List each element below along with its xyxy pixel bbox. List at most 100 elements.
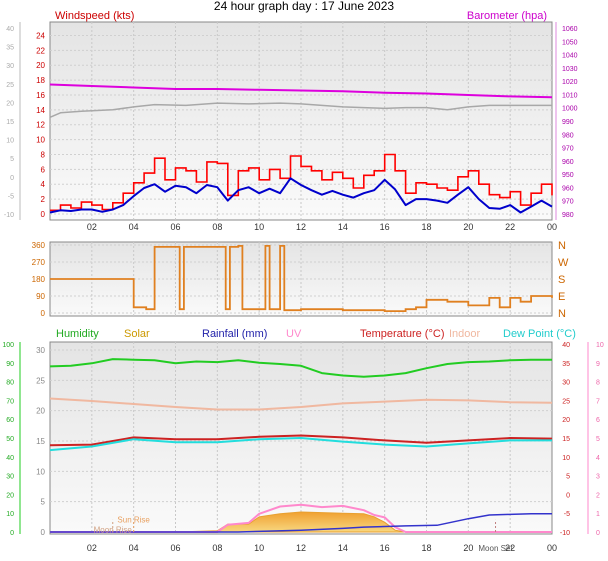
series-baro — [49, 83, 553, 99]
wind-alt-tick: 10 — [6, 138, 14, 145]
baro-y-tick: 970 — [562, 146, 574, 153]
wind-alt-tick: 30 — [6, 63, 14, 70]
uv-y-tick: 7 — [596, 398, 600, 405]
wind-axis-label: Windspeed (kts) — [55, 10, 134, 22]
dir-compass-tick: N — [558, 308, 566, 320]
series-dir — [50, 245, 553, 312]
uv-y-tick: 1 — [596, 511, 600, 518]
humidity-y-tick: 100 — [2, 342, 14, 349]
humidity-y-tick: 80 — [6, 380, 14, 387]
series-solar — [50, 511, 552, 533]
uv-y-tick: 5 — [596, 436, 600, 443]
x-tick-label: 08 — [212, 222, 222, 232]
legend-entry: Indoor — [449, 328, 481, 340]
wind-alt-tick: 40 — [6, 26, 14, 33]
baro-y-tick: 1060 — [562, 26, 578, 33]
x-tick-label: 16 — [380, 543, 390, 553]
series-dew — [49, 437, 552, 452]
humidity-y-tick: 0 — [10, 530, 14, 537]
baro-y-tick: 1050 — [562, 39, 578, 46]
baro-y-tick: 1000 — [562, 106, 578, 113]
baro-y-tick: 960 — [562, 159, 574, 166]
series-wind_avg — [49, 177, 553, 214]
x-tick-label: 14 — [338, 543, 348, 553]
dir-y-tick: 270 — [32, 258, 46, 267]
series-uv — [50, 503, 552, 533]
series-humidity — [49, 358, 552, 378]
x-tick-label: 14 — [338, 222, 348, 232]
uv-y-tick: 0 — [596, 530, 600, 537]
baro-y-tick: 970 — [562, 199, 574, 206]
dir-compass-tick: E — [558, 291, 565, 303]
x-tick-label: 02 — [87, 222, 97, 232]
temp-y-tick: 35 — [562, 361, 570, 368]
baro-y-tick: 980 — [562, 212, 574, 219]
temp-y-tick: 20 — [562, 417, 570, 424]
wind-alt-tick: 15 — [6, 119, 14, 126]
series-baro_gray — [49, 102, 552, 118]
x-tick-label: 06 — [170, 543, 180, 553]
dir-y-tick: 0 — [41, 309, 46, 318]
wind-alt-tick: 25 — [6, 82, 14, 89]
legend-entry: UV — [286, 328, 302, 340]
temp-y-tick: 0 — [566, 492, 570, 499]
legend-entry: Dew Point (°C) — [503, 328, 576, 340]
baro-y-tick: 950 — [562, 172, 574, 179]
x-tick-label: 02 — [87, 543, 97, 553]
annotation-moonset: Moon Set — [478, 544, 513, 553]
humidity-y-tick: 30 — [6, 474, 14, 481]
wind-y-tick: 24 — [36, 31, 45, 40]
x-tick-label: 22 — [505, 543, 515, 553]
x-tick-label: 10 — [254, 222, 264, 232]
uv-y-tick: 3 — [596, 474, 600, 481]
wind-y-tick: 6 — [41, 165, 46, 174]
solar-y-tick: 30 — [36, 346, 45, 355]
x-tick-label: 04 — [129, 222, 139, 232]
x-tick-label: 12 — [296, 543, 306, 553]
humidity-y-tick: 20 — [6, 492, 14, 499]
annotation-moonrise: Moon Rise — [94, 526, 133, 535]
wind-alt-tick: 5 — [10, 156, 14, 163]
baro-y-tick: 1010 — [562, 92, 578, 99]
x-tick-label: 00 — [547, 222, 557, 232]
x-tick-label: 12 — [296, 222, 306, 232]
wind-y-tick: 18 — [36, 76, 45, 85]
legend-entry: Solar — [124, 328, 150, 340]
uv-y-tick: 4 — [596, 455, 600, 462]
baro-axis-label: Barometer (hpa) — [467, 10, 547, 22]
x-tick-label: 18 — [421, 543, 431, 553]
wind-y-tick: 14 — [36, 106, 45, 115]
wind-y-tick: 12 — [36, 121, 45, 130]
humidity-y-tick: 60 — [6, 417, 14, 424]
humidity-y-tick: 70 — [6, 398, 14, 405]
graph-title: 24 hour graph day : 17 June 2023 — [213, 0, 395, 13]
wind-y-tick: 10 — [36, 136, 45, 145]
wind-alt-tick: 35 — [6, 45, 14, 52]
humidity-y-tick: 10 — [6, 511, 14, 518]
annotation-sunrise: Sun Rise — [117, 515, 150, 524]
dir-compass-tick: N — [558, 240, 566, 252]
humidity-y-tick: 90 — [6, 361, 14, 368]
temp-y-tick: 30 — [562, 380, 570, 387]
solar-y-tick: 0 — [41, 528, 46, 537]
wind-y-tick: 2 — [41, 195, 46, 204]
temp-y-tick: 5 — [566, 474, 570, 481]
temp-y-tick: -10 — [560, 530, 570, 537]
x-tick-label: 08 — [212, 543, 222, 553]
baro-y-tick: 960 — [562, 185, 574, 192]
uv-y-tick: 6 — [596, 417, 600, 424]
wind-y-tick: 0 — [41, 210, 46, 219]
dir-y-tick: 90 — [36, 292, 45, 301]
baro-y-tick: 990 — [562, 119, 574, 126]
uv-y-tick: 2 — [596, 492, 600, 499]
series-wind — [50, 153, 553, 212]
wind-y-tick: 4 — [41, 180, 46, 189]
dir-y-tick: 360 — [32, 241, 46, 250]
x-tick-label: 20 — [463, 222, 473, 232]
wind-alt-tick: -10 — [4, 212, 14, 219]
baro-y-tick: 1020 — [562, 79, 578, 86]
legend-entry: Rainfall (mm) — [202, 328, 267, 340]
x-tick-label: 04 — [129, 543, 139, 553]
wind-alt-tick: 20 — [6, 100, 14, 107]
